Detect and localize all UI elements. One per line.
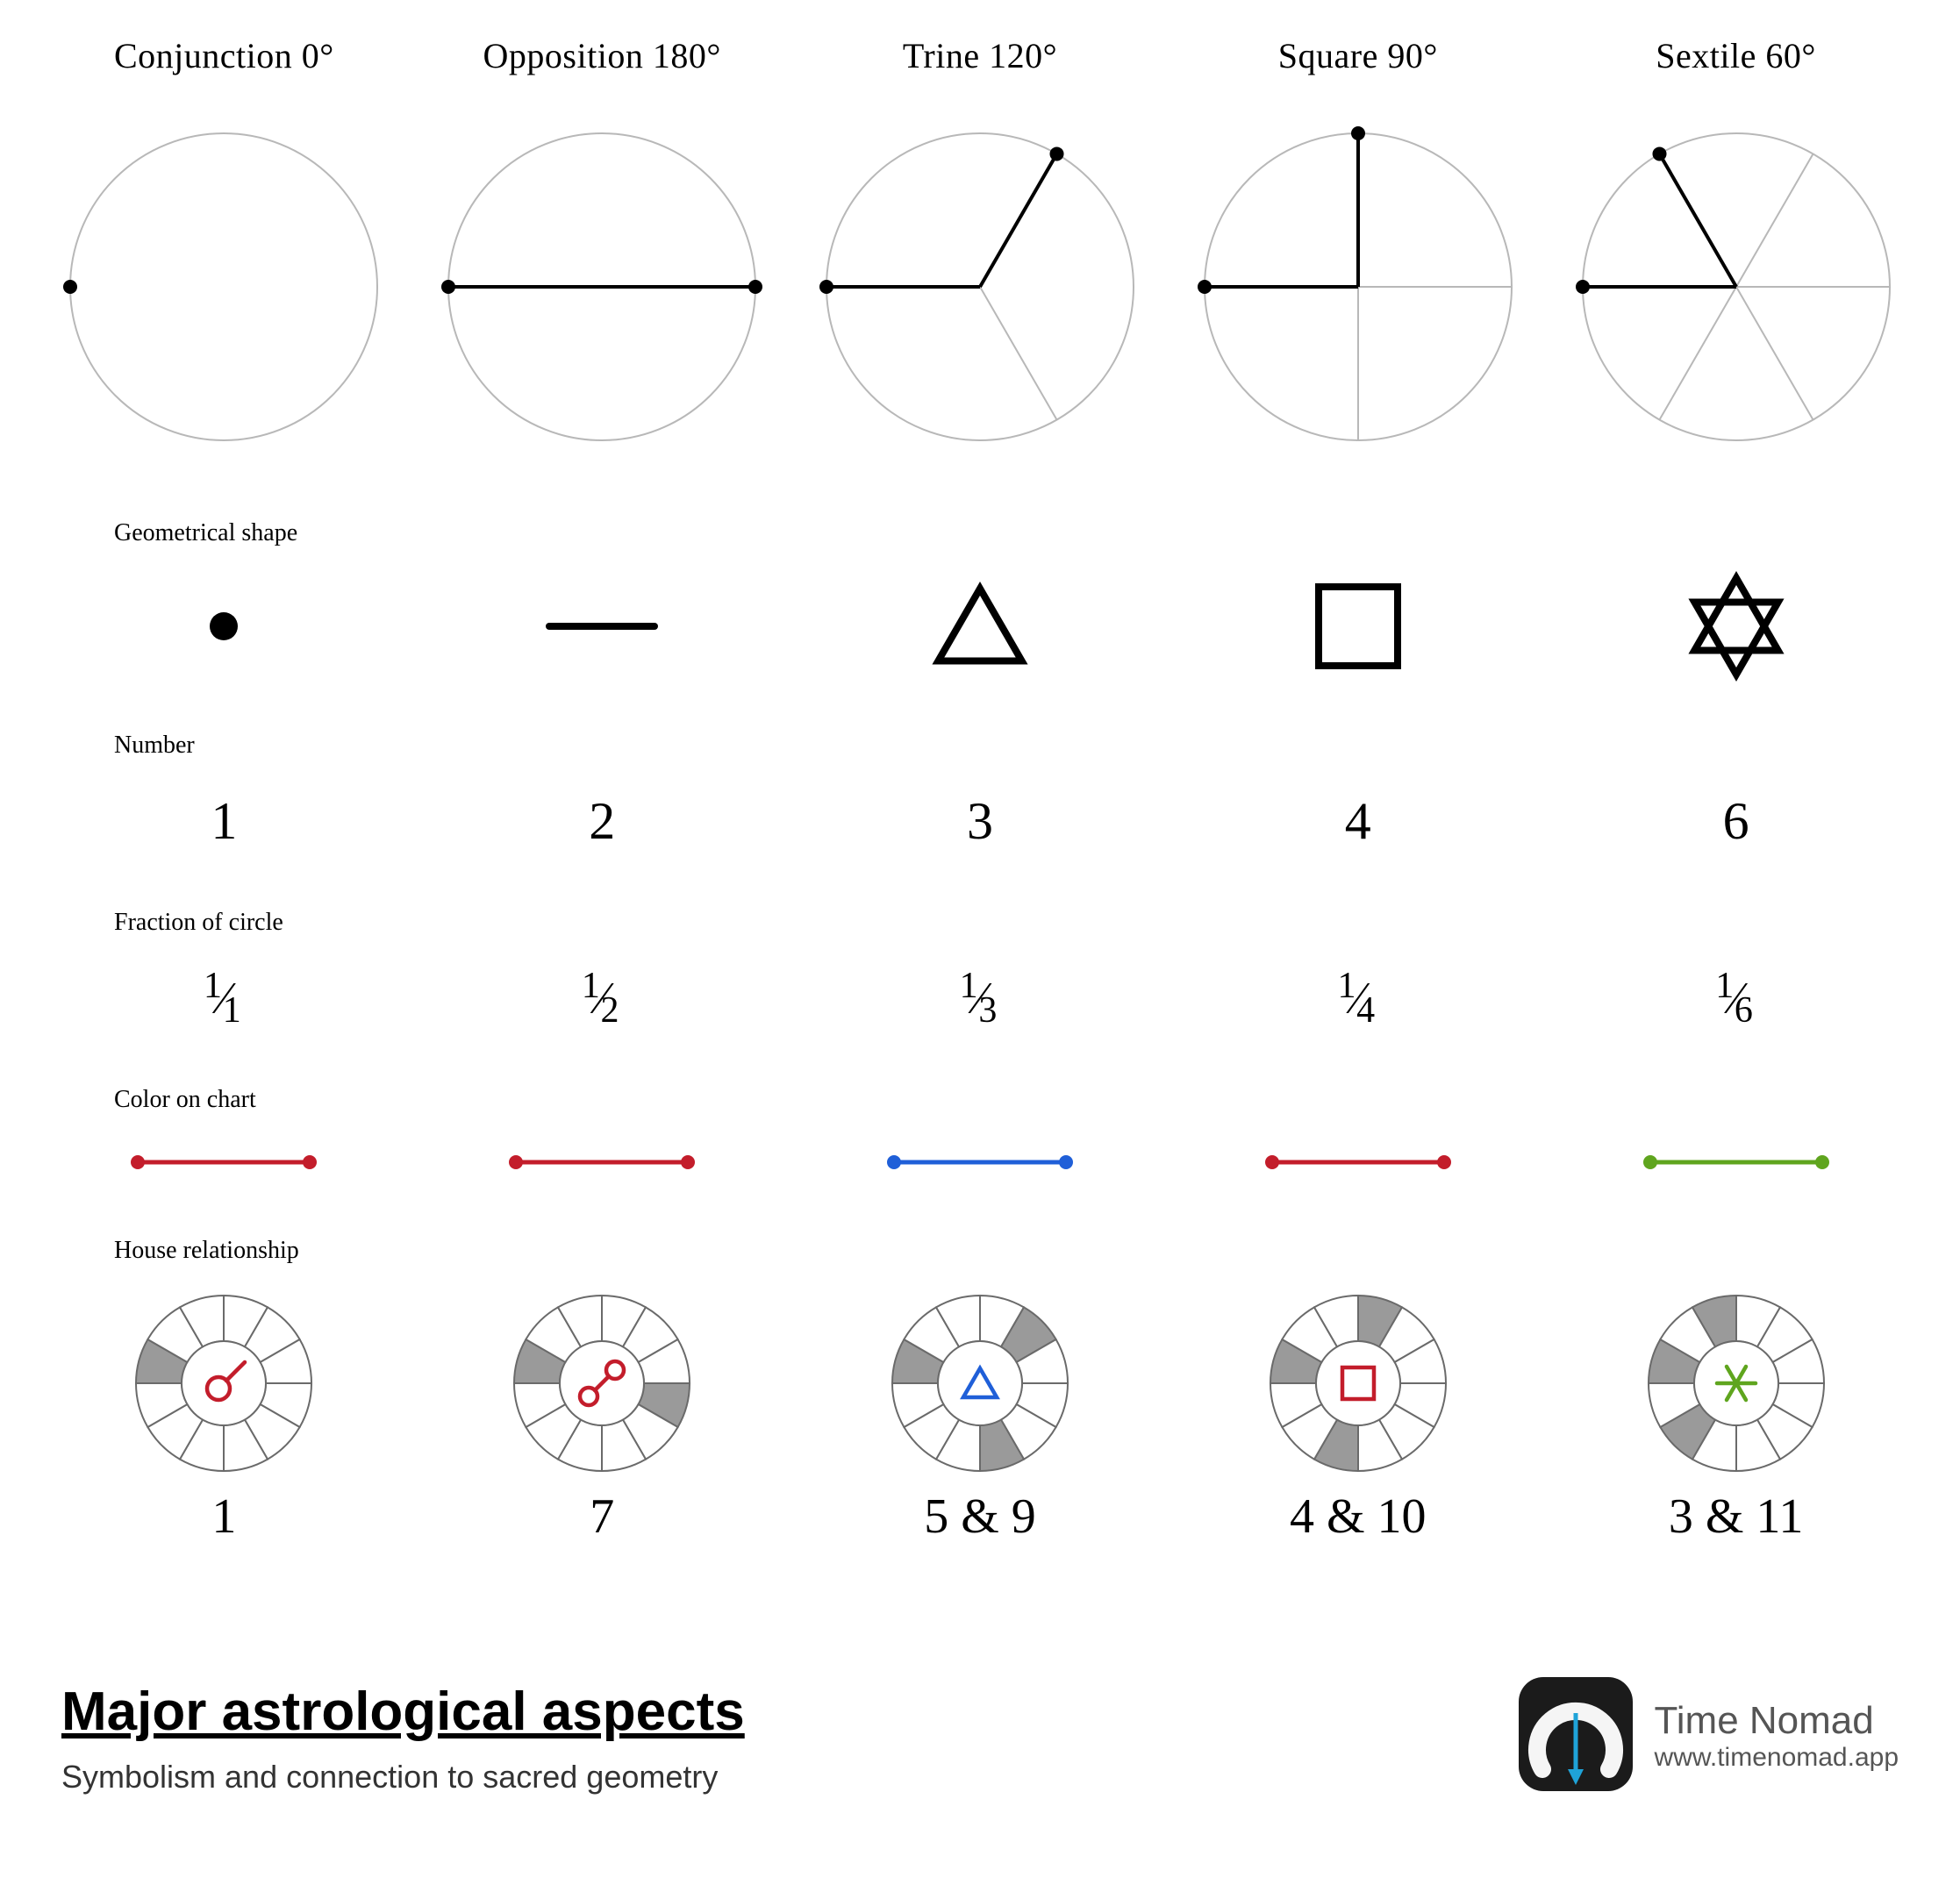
page-subtitle: Symbolism and connection to sacred geome… (61, 1759, 745, 1796)
aspect-number: 6 (1564, 782, 1907, 860)
aspect-circle (1186, 103, 1529, 471)
aspect-house-wheel: 7 (431, 1287, 774, 1567)
aspect-circle (431, 103, 774, 471)
fraction-denominator: 2 (601, 989, 619, 1032)
house-label: 7 (590, 1489, 614, 1545)
aspect-title: Trine 120° (809, 35, 1152, 76)
aspect-circle (809, 103, 1152, 471)
aspect-shape-square (1186, 569, 1529, 683)
aspect-house-wheel: 1 (53, 1287, 396, 1567)
aspect-fraction: 1⁄1 (53, 959, 396, 1038)
aspect-house-wheel: 5 & 9 (809, 1287, 1152, 1567)
fraction-denominator: 6 (1735, 989, 1753, 1032)
aspect-title: Square 90° (1186, 35, 1529, 76)
page: Conjunction 0° Opposition 180° Trine 120° S… (0, 0, 1960, 1892)
aspect-number: 1 (53, 782, 396, 860)
circles-row (53, 103, 1907, 471)
fraction-denominator: 3 (978, 989, 997, 1032)
aspect-color-swatch (1564, 1136, 1907, 1189)
brand-url: www.timenomad.app (1655, 1743, 1899, 1773)
fractions-row: 1⁄1 1⁄2 1⁄3 1⁄4 1⁄6 (53, 959, 1907, 1038)
fraction-numerator: 1 (960, 965, 978, 1007)
house-label: 3 & 11 (1669, 1489, 1803, 1545)
row-label-color: Color on chart (53, 1086, 1907, 1114)
footer: Major astrological aspects Symbolism and… (61, 1677, 1899, 1796)
aspect-house-wheel: 4 & 10 (1186, 1287, 1529, 1567)
shapes-row (53, 569, 1907, 683)
fraction-numerator: 1 (1337, 965, 1356, 1007)
aspect-color-swatch (53, 1136, 396, 1189)
aspect-number: 2 (431, 782, 774, 860)
footer-left: Major astrological aspects Symbolism and… (61, 1681, 745, 1796)
row-label-number: Number (53, 732, 1907, 760)
house-label: 4 & 10 (1290, 1489, 1427, 1545)
aspect-shape-hexagram (1564, 569, 1907, 683)
colors-row (53, 1136, 1907, 1189)
fraction-denominator: 4 (1356, 989, 1375, 1032)
app-logo-icon (1519, 1677, 1633, 1796)
brand-block: Time Nomad www.timenomad.app (1655, 1700, 1899, 1772)
aspect-title: Opposition 180° (431, 35, 774, 76)
aspect-fraction: 1⁄2 (431, 959, 774, 1038)
aspect-fraction: 1⁄4 (1186, 959, 1529, 1038)
aspect-circle (1564, 103, 1907, 471)
row-label-shape: Geometrical shape (53, 519, 1907, 547)
aspect-fraction: 1⁄6 (1564, 959, 1907, 1038)
titles-row: Conjunction 0° Opposition 180° Trine 120° S… (53, 35, 1907, 103)
aspect-number: 3 (809, 782, 1152, 860)
page-title: Major astrological aspects (61, 1681, 745, 1743)
aspect-shape-dot (53, 569, 396, 683)
fraction-numerator: 1 (204, 965, 222, 1007)
brand-name: Time Nomad (1655, 1700, 1899, 1742)
numbers-row: 12346 (53, 782, 1907, 860)
row-label-house: House relationship (53, 1237, 1907, 1265)
aspect-title: Sextile 60° (1564, 35, 1907, 76)
fraction-denominator: 1 (223, 989, 241, 1032)
aspect-title: Conjunction 0° (53, 35, 396, 76)
aspect-house-wheel: 3 & 11 (1564, 1287, 1907, 1567)
fraction-numerator: 1 (1715, 965, 1734, 1007)
aspect-color-swatch (1186, 1136, 1529, 1189)
house-label: 1 (211, 1489, 236, 1545)
aspect-number: 4 (1186, 782, 1529, 860)
aspect-color-swatch (809, 1136, 1152, 1189)
aspect-fraction: 1⁄3 (809, 959, 1152, 1038)
aspect-circle (53, 103, 396, 471)
row-label-fraction: Fraction of circle (53, 909, 1907, 937)
houses-row: 1 7 5 & 9 4 & 10 3 & 11 (53, 1287, 1907, 1567)
aspect-shape-triangle (809, 569, 1152, 683)
house-label: 5 & 9 (924, 1489, 1036, 1545)
aspect-shape-line (431, 569, 774, 683)
aspect-color-swatch (431, 1136, 774, 1189)
fraction-numerator: 1 (582, 965, 600, 1007)
footer-right: Time Nomad www.timenomad.app (1519, 1677, 1899, 1796)
